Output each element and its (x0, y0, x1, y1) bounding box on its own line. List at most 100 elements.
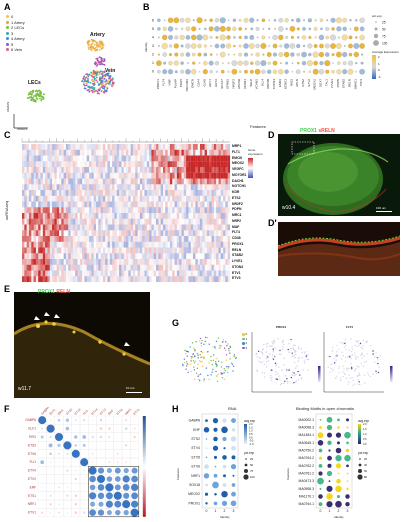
heatmap-cell (24, 224, 27, 231)
h-dot (213, 436, 218, 442)
heatmap-cell (31, 161, 34, 168)
heatmap-cell (123, 195, 127, 202)
heatmap-cell (186, 259, 189, 265)
umap-point (98, 73, 101, 76)
umap-point (342, 343, 344, 345)
heatmap-cell (43, 156, 45, 162)
corr-circle (108, 461, 111, 464)
heatmap-cell (42, 178, 46, 185)
heatmap-cell (162, 241, 166, 248)
umap-point (200, 342, 203, 344)
heatmap-cell (119, 195, 122, 202)
heatmap-cell (193, 219, 195, 225)
umap-point (94, 40, 97, 43)
heatmap-cell (156, 190, 159, 196)
heatmap-cell (216, 241, 219, 248)
heatmap-cell (209, 172, 212, 179)
umap-point (225, 354, 228, 356)
corr-circle (41, 427, 44, 430)
heatmap-cell (209, 264, 212, 271)
heatmap-cell (172, 236, 175, 242)
heatmap-cell (186, 172, 189, 179)
h-dot (335, 447, 342, 454)
heatmap-cell (107, 207, 110, 214)
heatmap-cell (84, 184, 87, 191)
heatmap-cell (31, 276, 34, 283)
umap-point (294, 381, 297, 383)
heatmap-cell (151, 230, 154, 237)
umap-point (303, 352, 306, 354)
heatmap-cell (204, 149, 207, 156)
heatmap-cell (146, 230, 150, 237)
heatmap-cell (114, 155, 117, 162)
h-legend-avg-tick: 0.0 (363, 442, 367, 446)
umap-point (277, 338, 279, 340)
heatmap-cell (181, 259, 184, 265)
heatmap-cell (31, 224, 34, 231)
heatmap-cell (75, 230, 78, 237)
heatmap-cell (33, 155, 36, 162)
heatmap-cell (45, 218, 48, 225)
umap-point (201, 360, 203, 363)
umap-point (107, 82, 110, 85)
heatmap-cell (35, 259, 39, 265)
heatmap-cell (109, 207, 113, 214)
heatmap-cell (98, 184, 101, 191)
heatmap-cell (103, 242, 105, 248)
g-legend-label: 0 (245, 332, 248, 337)
heatmap-cell (132, 253, 136, 260)
heatmap-cell (156, 253, 159, 260)
heatmap-cell (45, 236, 48, 242)
umap-point (292, 344, 295, 347)
umap-point (91, 80, 94, 82)
heatmap-cell (77, 178, 80, 185)
heatmap-cell (165, 270, 168, 277)
heatmap-cell (162, 172, 166, 179)
h-legend-avg-tick: -0.5 (249, 439, 254, 443)
heatmap-cell (91, 270, 94, 277)
umap-point (197, 378, 200, 381)
heatmap-cell (116, 167, 120, 173)
umap-point (104, 89, 107, 92)
corr-circle (114, 500, 122, 508)
umap-point (356, 341, 359, 343)
umap-point (95, 89, 97, 92)
heatmap-cell (216, 265, 218, 271)
heatmap-gene-label: STAB2 (232, 253, 243, 258)
heatmap-cell (190, 144, 194, 150)
heatmap-cell (195, 213, 198, 219)
heatmap-cell (38, 241, 41, 248)
heatmap-cell (126, 207, 129, 214)
heatmap-cell (135, 259, 138, 265)
dot-mark (348, 43, 353, 49)
heatmap-cell (107, 201, 110, 208)
heatmap-cell (119, 253, 122, 260)
heatmap-cell (146, 241, 150, 248)
heatmap-cell (139, 167, 143, 173)
heatmap-cell (195, 230, 198, 237)
dot-mark (312, 68, 319, 75)
umap-point (198, 374, 200, 376)
heatmap-cell (91, 213, 94, 219)
dot-mark (221, 62, 224, 65)
heatmap-cell (183, 247, 187, 254)
umap-point (228, 350, 230, 352)
heatmap-cell (138, 167, 140, 173)
umap-point (93, 80, 96, 83)
heatmap-cell (209, 144, 212, 150)
heatmap-cell (77, 172, 80, 179)
heatmap-cell (176, 207, 180, 214)
heatmap-cell (45, 172, 48, 179)
heatmap-cell (31, 253, 34, 260)
heatmap-cell (174, 155, 177, 162)
heatmap-cell (49, 178, 53, 185)
heatmap-cell (144, 247, 147, 254)
umap-point (199, 337, 202, 340)
umap-point (100, 90, 103, 93)
umap-point (38, 94, 40, 97)
heatmap-cell (207, 265, 209, 271)
h-dot (204, 492, 209, 496)
panel-e-stage: w11.7 (18, 386, 31, 392)
heatmap-cell (38, 201, 41, 208)
umap-point (280, 353, 282, 356)
